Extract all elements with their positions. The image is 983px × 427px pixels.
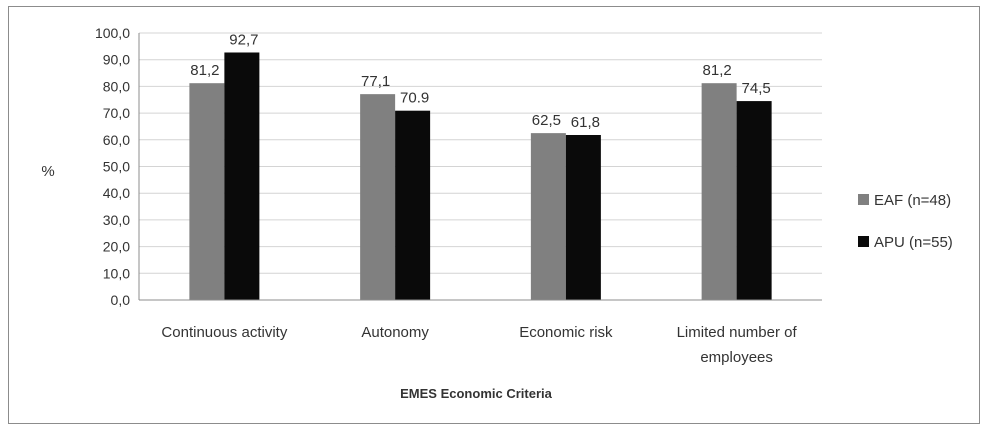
y-tick-label: 90,0 [103,52,130,68]
y-tick-label: 50,0 [103,159,130,175]
y-tick-label: 80,0 [103,78,130,94]
data-label: 81,2 [703,62,732,79]
data-label: 61,8 [571,114,600,131]
data-label: 62,5 [532,112,561,129]
chart-frame [8,6,980,424]
bar-apu [565,134,601,300]
legend-label: EAF (n=48) [874,192,951,209]
bar-apu [395,110,431,301]
y-tick-label: 100,0 [95,25,130,41]
y-tick-label: 70,0 [103,105,130,121]
x-tick-labels: Continuous activity Autonomy Economic risk… [161,324,797,366]
bar-eaf [530,133,566,300]
legend-swatch [858,236,869,247]
bar-eaf [360,94,396,300]
y-axis-label: % [41,163,54,180]
bar-eaf [701,83,737,300]
bar-eaf [189,83,225,300]
data-label: 81,2 [190,62,219,79]
y-tick-label: 60,0 [103,132,130,148]
x-tick-label: Economic risk [519,324,613,341]
x-tick-label: Continuous activity [161,324,287,341]
bars [189,52,772,301]
legend-label: APU (n=55) [874,234,953,251]
data-label: 74,5 [742,80,771,97]
y-tick-label: 10,0 [103,265,130,281]
y-tick-labels: 0,0 10,0 20,0 30,0 40,0 50,0 60,0 70,0 80,0 90,0 1… [95,25,130,308]
x-tick-label: Limited number of employees [677,324,798,366]
legend-swatch [858,194,869,205]
data-label: 77,1 [361,73,390,90]
legend: EAF (n=48) APU (n=55) [858,192,953,251]
bar-apu [736,101,772,301]
y-tick-label: 30,0 [103,212,130,228]
y-tick-label: 0,0 [111,292,131,308]
data-label: 70.9 [400,90,429,107]
x-tick-label: Autonomy [361,324,429,341]
y-tick-label: 20,0 [103,239,130,255]
x-axis-title: EMES Economic Criteria [400,386,552,401]
data-label: 92,7 [229,31,258,48]
bar-apu [224,52,260,301]
y-tick-label: 40,0 [103,185,130,201]
value-labels: 81,2 92,7 77,1 70.9 62,5 61,8 81,2 74,5 [190,31,770,131]
